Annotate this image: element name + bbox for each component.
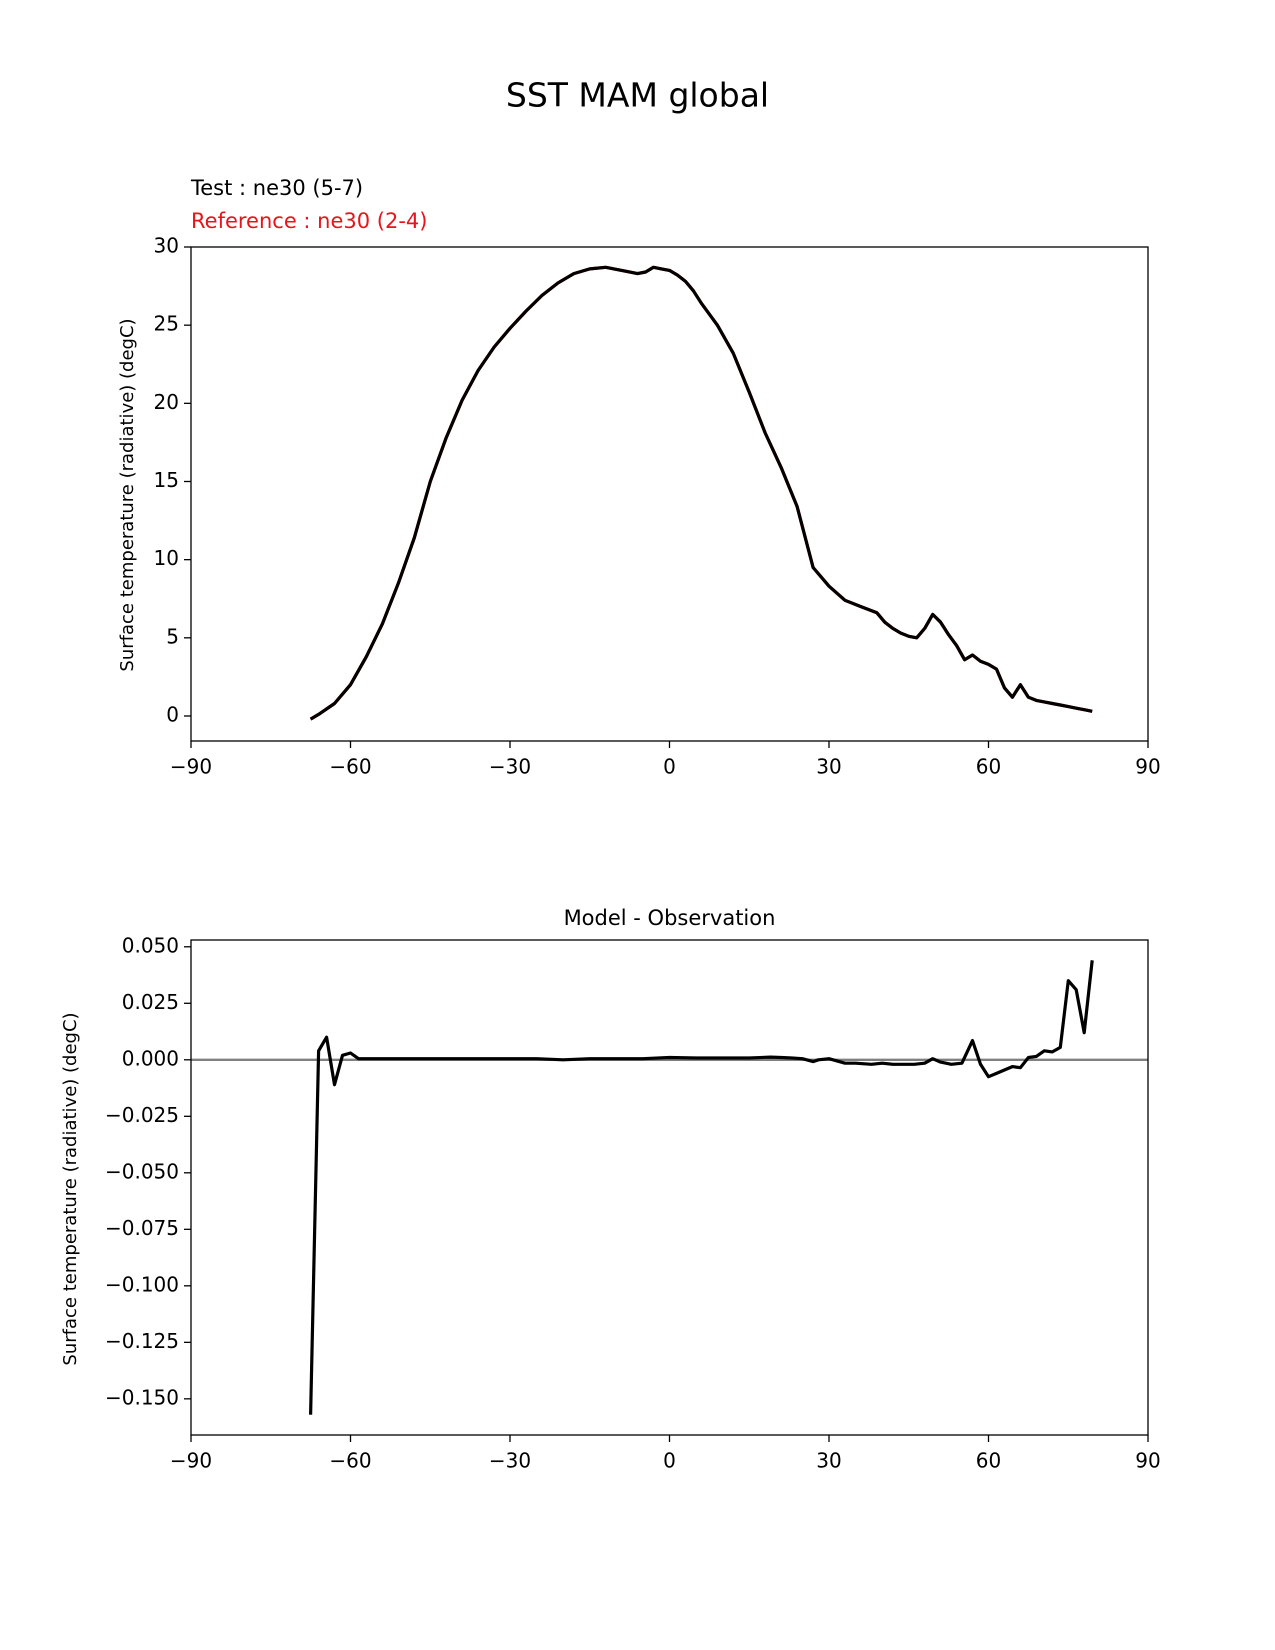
top-x-tick-label: 90 <box>1135 755 1160 779</box>
test-title: Test : ne30 (5-7) <box>190 176 363 200</box>
bottom-x-tick-label: −30 <box>489 1449 531 1473</box>
top-y-tick-label: 25 <box>154 312 179 336</box>
top-plot-frame <box>190 246 1149 742</box>
reference-title: Reference : ne30 (2-4) <box>191 209 428 233</box>
top-y-axis-label: Surface temperature (radiative) (degC) <box>117 318 138 671</box>
bottom-y-tick-label: −0.050 <box>105 1159 179 1183</box>
bottom-series <box>309 960 1094 1415</box>
bottom-y-tick-label: 0.050 <box>122 933 179 957</box>
bottom-y-tick-label: −0.125 <box>105 1329 179 1353</box>
top-y-tick-label: 10 <box>154 546 179 570</box>
bottom-x-tick-label: −60 <box>329 1449 371 1473</box>
model-observation-line <box>309 960 1094 1415</box>
bottom-y-axis-label: Surface temperature (radiative) (degC) <box>60 1012 81 1365</box>
bottom-y-tick-label: −0.100 <box>105 1272 179 1296</box>
bottom-axis-ticks: −90 −60 −30 0 30 60 90 0.050 0.025 0.000 −0.025 −0.… <box>105 933 1161 1472</box>
top-x-tick-label: −90 <box>170 755 212 779</box>
bottom-x-tick-label: 0 <box>663 1449 676 1473</box>
bottom-y-tick-label: −0.075 <box>105 1216 179 1240</box>
top-x-tick-label: 0 <box>663 755 676 779</box>
bottom-y-tick-label: 0.025 <box>122 990 179 1014</box>
bottom-y-tick-label: −0.025 <box>105 1103 179 1127</box>
figure-title: SST MAM global <box>506 76 769 115</box>
top-panel: Test : ne30 (5-7) Reference : ne30 (2-4)… <box>117 176 1161 779</box>
test-ne30-5-7-line <box>309 265 1093 721</box>
top-y-tick-label: 20 <box>154 390 179 414</box>
top-x-tick-label: −30 <box>489 755 531 779</box>
top-x-tick-label: −60 <box>329 755 371 779</box>
top-y-tick-label: 5 <box>166 624 179 648</box>
bottom-y-tick-label: −0.150 <box>105 1385 179 1409</box>
bottom-x-tick-label: 90 <box>1135 1449 1160 1473</box>
top-y-tick-label: 15 <box>154 468 179 492</box>
bottom-x-tick-label: −90 <box>170 1449 212 1473</box>
bottom-x-tick-label: 60 <box>976 1449 1001 1473</box>
bottom-panel: Model - Observation Surface temperature … <box>60 906 1161 1473</box>
top-y-tick-label: 30 <box>154 234 179 258</box>
top-series <box>309 265 1093 721</box>
bottom-plot-frame <box>190 939 1149 1436</box>
bottom-panel-title: Model - Observation <box>564 906 776 930</box>
top-axis-ticks: −90 −60 −30 0 30 60 90 0 5 10 15 20 25 30 <box>154 234 1161 779</box>
top-x-tick-label: 60 <box>976 755 1001 779</box>
bottom-x-tick-label: 30 <box>816 1449 841 1473</box>
top-x-tick-label: 30 <box>816 755 841 779</box>
bottom-y-tick-label: 0.000 <box>122 1046 179 1070</box>
top-y-tick-label: 0 <box>166 702 179 726</box>
